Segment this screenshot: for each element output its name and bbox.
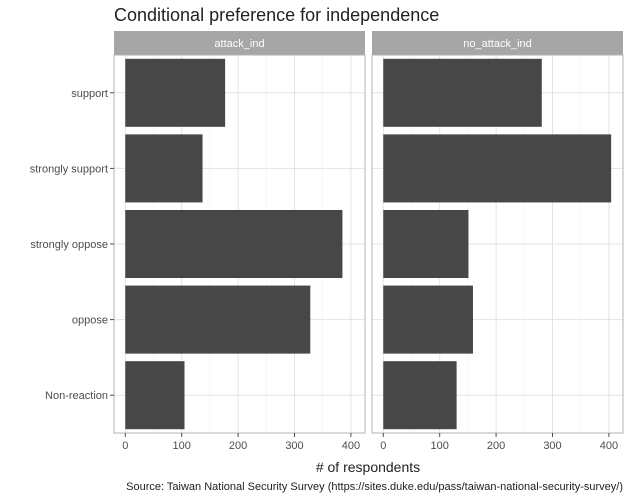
bar-attack_ind-support [125,59,225,127]
x-tick-label: 0 [380,440,386,452]
x-tick-label: 400 [600,440,618,452]
bar-no_attack_ind-support [383,59,541,127]
chart-title: Conditional preference for independence [114,5,439,25]
bar-no_attack_ind-non-reaction [383,361,456,429]
bar-attack_ind-non-reaction [125,361,184,429]
bar-no_attack_ind-oppose [383,286,473,354]
bar-no_attack_ind-strongly-support [383,134,611,202]
bar-attack_ind-strongly-support [125,134,202,202]
x-tick-label: 300 [543,440,561,452]
facet-strip-label: no_attack_ind [463,38,532,50]
panel-no_attack_ind: no_attack_ind 0 100 200 300 400 [372,31,623,452]
y-axis: support strongly support strongly oppose op… [30,88,114,402]
y-tick-label: strongly support [30,163,108,175]
y-tick-label: support [71,88,108,100]
facet-strip-label: attack_ind [214,38,264,50]
x-tick-label: 200 [487,440,505,452]
x-tick-label: 400 [342,440,360,452]
x-tick-label: 0 [122,440,128,452]
bar-no_attack_ind-strongly-oppose [383,210,468,278]
bar-attack_ind-strongly-oppose [125,210,342,278]
y-tick-label: oppose [72,315,108,327]
x-tick-label: 200 [229,440,247,452]
x-tick-label: 100 [431,440,449,452]
x-tick-label: 300 [285,440,303,452]
panel-attack_ind: attack_ind 0 100 200 300 400 [114,31,365,452]
x-axis-label: # of respondents [316,459,420,475]
caption: Source: Taiwan National Security Survey … [126,481,623,493]
x-tick-label: 100 [173,440,191,452]
y-tick-label: strongly oppose [30,239,108,251]
y-tick-label: Non-reaction [45,390,108,402]
bar-attack_ind-oppose [125,286,310,354]
facet-panels: attack_ind 0 100 200 300 400 no_attack_ind 0 100… [114,31,623,452]
